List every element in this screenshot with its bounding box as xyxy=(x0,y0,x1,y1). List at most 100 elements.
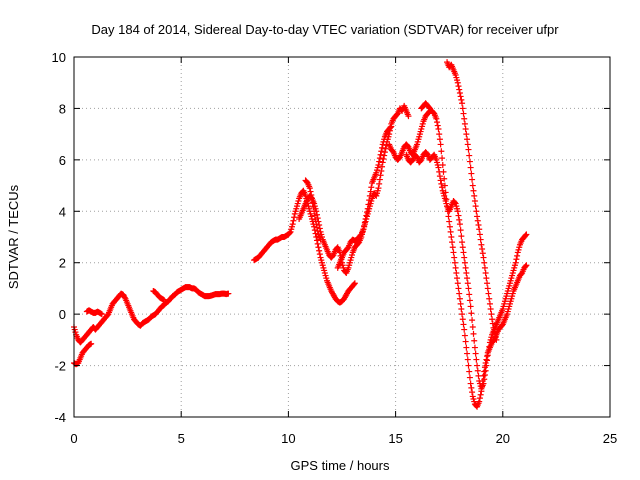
y-tick-label: 8 xyxy=(59,101,66,116)
data-point xyxy=(469,324,476,330)
data-point xyxy=(456,90,463,96)
data-point xyxy=(456,86,463,93)
data-point xyxy=(459,239,466,246)
data-point xyxy=(462,264,469,271)
y-tick-label: -4 xyxy=(54,410,66,425)
data-point xyxy=(381,152,388,159)
data-point xyxy=(311,212,318,219)
data-point xyxy=(457,227,464,234)
x-tick-label: 10 xyxy=(281,431,295,446)
x-axis-label: GPS time / hours xyxy=(291,458,390,473)
data-point xyxy=(477,236,484,243)
data-points xyxy=(71,59,530,410)
data-point xyxy=(512,259,519,266)
data-point xyxy=(458,233,465,240)
data-point xyxy=(461,254,468,261)
data-point xyxy=(472,350,479,357)
data-point xyxy=(473,208,480,215)
data-point xyxy=(449,239,456,246)
data-point xyxy=(464,280,471,287)
data-point xyxy=(290,217,297,224)
data-point xyxy=(316,247,323,254)
y-tick-label: 0 xyxy=(59,307,66,322)
data-point xyxy=(471,192,478,199)
data-point xyxy=(471,344,478,351)
data-point xyxy=(376,155,383,162)
data-point xyxy=(467,303,474,310)
data-point xyxy=(523,231,530,238)
data-point xyxy=(463,131,470,138)
data-point xyxy=(459,100,466,107)
data-point xyxy=(382,145,389,152)
data-point xyxy=(460,110,467,117)
x-tick-label: 20 xyxy=(496,431,510,446)
data-point xyxy=(379,163,386,170)
data-point xyxy=(368,184,375,191)
data-point xyxy=(481,259,488,266)
data-point xyxy=(455,83,462,90)
data-point xyxy=(463,344,470,351)
data-point xyxy=(379,144,386,151)
data-point xyxy=(312,216,319,223)
data-point xyxy=(315,244,322,251)
data-point xyxy=(311,208,318,215)
data-point xyxy=(377,172,384,179)
data-point xyxy=(523,262,530,269)
data-point xyxy=(387,124,394,131)
data-point xyxy=(485,290,492,297)
data-point xyxy=(453,270,460,276)
data-point xyxy=(88,340,95,347)
data-point xyxy=(472,203,479,210)
data-point xyxy=(474,367,481,374)
data-point xyxy=(488,311,495,318)
data-point xyxy=(482,270,489,276)
data-point xyxy=(471,337,478,344)
data-point xyxy=(459,316,466,323)
data-point xyxy=(446,218,453,225)
data-point xyxy=(289,221,296,228)
data-point xyxy=(486,300,493,307)
data-point xyxy=(308,192,315,198)
data-point xyxy=(481,264,488,271)
grid-lines xyxy=(74,57,610,417)
data-point xyxy=(464,350,471,357)
data-point xyxy=(466,297,473,304)
data-point xyxy=(484,357,491,364)
data-point xyxy=(454,79,461,86)
data-point xyxy=(456,295,463,302)
data-point xyxy=(486,343,493,350)
data-point xyxy=(434,119,441,126)
data-point xyxy=(464,275,471,282)
data-point xyxy=(451,259,458,266)
data-point xyxy=(461,115,468,122)
data-point xyxy=(466,374,473,381)
data-point xyxy=(486,295,493,302)
data-point xyxy=(480,380,487,387)
data-point xyxy=(481,372,488,378)
data-point xyxy=(376,158,383,165)
data-point xyxy=(474,362,481,369)
data-point xyxy=(461,326,468,333)
data-point xyxy=(310,204,317,210)
data-point xyxy=(436,168,443,175)
data-point xyxy=(433,115,440,122)
data-point xyxy=(438,180,445,187)
data-point xyxy=(483,275,490,282)
data-point xyxy=(351,280,358,287)
data-point xyxy=(386,127,393,134)
data-point xyxy=(439,155,446,162)
data-point xyxy=(468,170,475,177)
data-point xyxy=(477,391,484,398)
data-point xyxy=(161,297,168,303)
data-point xyxy=(313,224,320,231)
data-point xyxy=(436,173,443,180)
data-point xyxy=(483,362,490,369)
data-point xyxy=(469,176,476,183)
data-point xyxy=(426,105,433,112)
data-point xyxy=(316,251,323,258)
data-point xyxy=(473,356,480,363)
data-point xyxy=(378,168,385,174)
data-point xyxy=(437,141,444,148)
data-point xyxy=(351,281,358,288)
data-point xyxy=(456,216,463,223)
